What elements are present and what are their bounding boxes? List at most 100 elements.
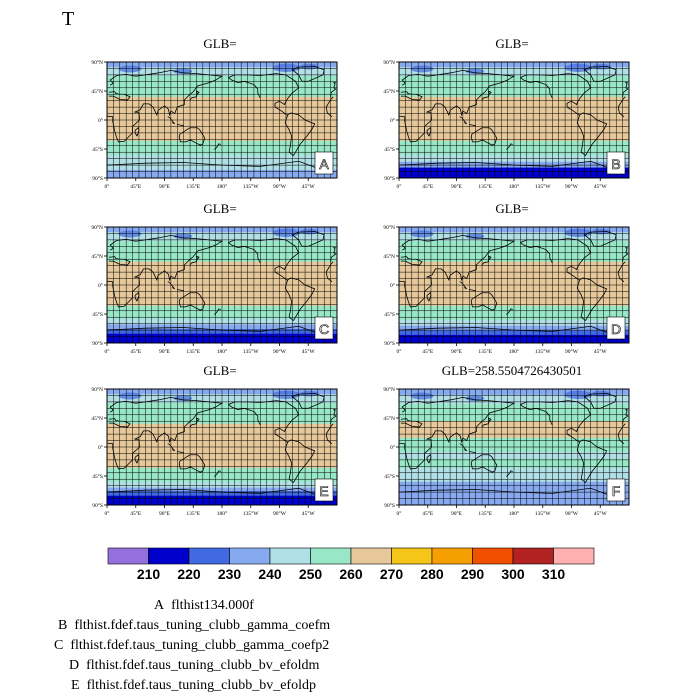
map-panel-d: GLB= 90°N 45°N 0° 45°S 90°S 0° 45°E 90°E 135°E 18… <box>367 201 657 371</box>
coastlines <box>106 231 337 334</box>
lat-tick-label: 45°N <box>91 253 103 260</box>
coastlines <box>398 231 629 334</box>
lat-tick-label: 45°N <box>383 253 395 260</box>
lat-tick-label: 45°S <box>92 311 103 318</box>
lat-tick-label: 0° <box>98 282 103 289</box>
legend-text: flthist.fdef.taus_tuning_clubb_gamma_coe… <box>70 638 330 653</box>
lon-tick-label: 45°W <box>302 183 316 190</box>
panel-letter: D <box>611 321 621 337</box>
panel-letter-box <box>314 316 334 340</box>
contour-blob <box>465 68 485 75</box>
lon-tick-label: 135°E <box>478 183 492 190</box>
map-plot: 90°N45°N0°45°S90°S0° 45°E 90°E 135°E 180° 135… <box>383 386 630 517</box>
lon-tick-label: 45°E <box>130 510 142 517</box>
lon-tick-label: 0° <box>397 510 402 517</box>
panel-letter-box <box>314 151 334 175</box>
map-plot: 90°N45°N0°45°S90°S0° 45°E 90°E 135°E 180° 135… <box>91 224 338 355</box>
lat-tick-label: 90°N <box>91 59 103 66</box>
lon-tick-label: 135°W <box>243 348 259 355</box>
colorbar-swatch <box>431 547 473 565</box>
lon-tick-label: 0° <box>105 510 110 517</box>
panel-title: GLB= <box>495 36 529 51</box>
lon-tick-label: 90°E <box>451 348 463 355</box>
lon-tick-label: 90°E <box>159 348 171 355</box>
colorbar-tick-label: 300 <box>501 566 525 582</box>
lon-tick-label: 135°W <box>535 510 551 517</box>
lat-tick-label: 90°S <box>384 502 395 509</box>
colorbar-tick-label: 250 <box>298 566 323 582</box>
panel-letter-box <box>606 316 626 340</box>
panel-letter: B <box>611 156 620 172</box>
panel-title: GLB= <box>203 201 237 216</box>
lon-tick-label: 90°E <box>159 183 171 190</box>
legend-item-d: D flthist.fdef.taus_tuning_clubb_bv_efol… <box>69 658 319 674</box>
legend-text: flthist.fdef.taus_tuning_clubb_gamma_coe… <box>74 618 331 633</box>
lon-tick-label: 90°W <box>565 348 579 355</box>
map-panel-e: GLB= 90°N 45°N 0° 45°S 90°S 0° 45°E 90°E 135°E 18… <box>75 363 365 533</box>
panel-letter-box <box>314 478 334 502</box>
colorbar-swatch <box>391 547 433 565</box>
lat-tick-label: 45°S <box>92 473 103 480</box>
contour-blob <box>410 65 434 73</box>
colorbar-swatch <box>350 547 392 565</box>
lon-tick-label: 90°W <box>565 510 579 517</box>
lat-tick-label: 45°N <box>383 415 395 422</box>
contour-blob <box>118 392 142 400</box>
lon-tick-label: 45°E <box>422 348 434 355</box>
legend-letter: B <box>58 618 68 633</box>
colorbar-tick-label: 220 <box>177 566 201 582</box>
figure-title: T <box>62 8 75 30</box>
lon-tick-label: 45°W <box>594 183 608 190</box>
map-plot: 90°N45°N0°45°S90°S0° 45°E 90°E 135°E 180° 135… <box>383 224 630 355</box>
lon-tick-label: 135°E <box>186 510 200 517</box>
lat-tick-label: 90°S <box>384 340 395 347</box>
lat-tick-label: 45°S <box>384 146 395 153</box>
lon-tick-label: 45°W <box>594 348 608 355</box>
lon-tick-label: 180° <box>217 348 227 355</box>
colorbar-tick-label: 290 <box>460 566 485 582</box>
legend-letter: E <box>71 678 80 693</box>
colorbar-swatch <box>269 547 311 565</box>
contour-blob <box>173 395 193 402</box>
legend-letter: C <box>54 638 64 653</box>
contour-blob <box>173 233 193 240</box>
lat-tick-label: 90°N <box>383 224 395 231</box>
lon-tick-label: 90°W <box>565 183 579 190</box>
lon-tick-label: 0° <box>397 348 402 355</box>
lat-tick-label: 90°N <box>91 386 103 393</box>
legend-item-c: C flthist.fdef.taus_tuning_clubb_gamma_c… <box>54 638 329 654</box>
lon-tick-label: 90°W <box>273 510 287 517</box>
colorbar-swatch <box>229 547 271 565</box>
coastlines <box>106 393 337 496</box>
coastlines <box>398 66 629 169</box>
colorbar-swatch <box>107 547 149 565</box>
lon-tick-label: 45°W <box>594 510 608 517</box>
map-plot: 90°N45°N0°45°S90°S0° 45°E 90°E 135°E 180° 135… <box>91 386 338 517</box>
legend-letter: A <box>154 598 165 613</box>
colorbar-swatch <box>188 547 230 565</box>
lat-tick-label: 0° <box>98 117 103 124</box>
legend-item-e: E flthist.fdef.taus_tuning_clubb_bv_efol… <box>71 678 316 694</box>
panel-letter: C <box>319 321 329 337</box>
lat-tick-label: 0° <box>390 444 395 451</box>
lon-tick-label: 45°W <box>302 510 316 517</box>
lat-tick-label: 0° <box>390 282 395 289</box>
legend-letter: D <box>69 658 80 673</box>
colorbar-tick-label: 310 <box>541 566 566 582</box>
map-panel-b: GLB= 90°N 45°N 0° 45°S 90°S 0° 45°E 90°E 135°E 18… <box>367 36 657 206</box>
lon-tick-label: 45°W <box>302 348 316 355</box>
lon-tick-label: 135°W <box>243 510 259 517</box>
contour-blob <box>410 230 434 238</box>
lon-tick-label: 90°E <box>451 510 463 517</box>
lat-tick-label: 90°N <box>383 386 395 393</box>
lon-tick-label: 45°E <box>130 348 142 355</box>
legend-item-a: A flthist134.000f <box>154 598 254 614</box>
lon-tick-label: 90°W <box>273 183 287 190</box>
lon-tick-label: 180° <box>217 183 227 190</box>
lat-tick-label: 45°N <box>91 415 103 422</box>
contour-blob <box>410 392 434 400</box>
lon-tick-label: 180° <box>509 183 519 190</box>
lat-tick-label: 90°S <box>92 340 103 347</box>
coastlines <box>106 66 337 169</box>
lat-tick-label: 90°N <box>383 59 395 66</box>
